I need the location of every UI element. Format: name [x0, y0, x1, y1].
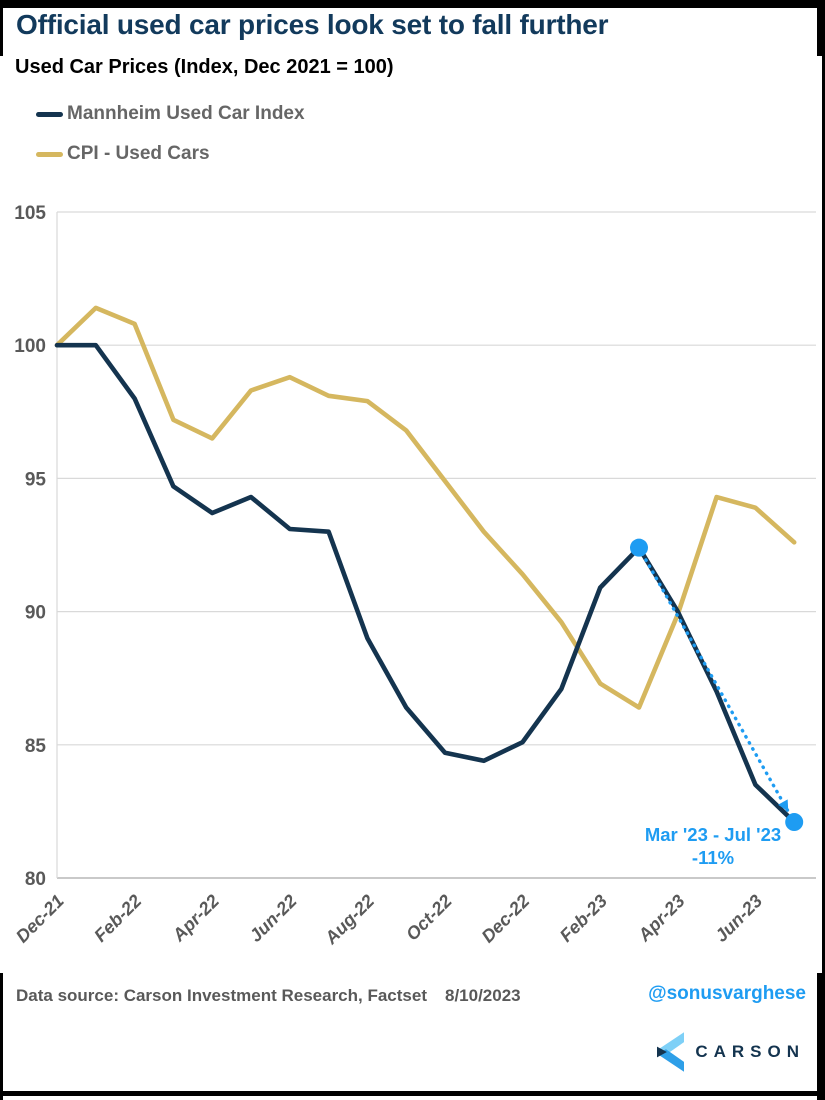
frame-left-bottom: [0, 973, 3, 1100]
svg-text:Mar '23 - Jul '23: Mar '23 - Jul '23: [645, 824, 781, 845]
legend-item-cpi: CPI - Used Cars: [36, 142, 305, 165]
cpi-line-swatch: [36, 151, 63, 157]
legend-label: CPI - Used Cars: [67, 142, 210, 164]
svg-text:95: 95: [25, 469, 47, 490]
svg-text:Jun-23: Jun-23: [711, 891, 766, 946]
svg-text:Dec-22: Dec-22: [478, 891, 534, 947]
legend-label: Mannheim Used Car Index: [67, 103, 305, 124]
svg-text:Oct-22: Oct-22: [402, 891, 456, 945]
legend: Mannheim Used Car Index CPI - Used Cars: [36, 103, 305, 165]
data-source-text: Data source: Carson Investment Research,…: [16, 986, 427, 1005]
svg-text:100: 100: [14, 336, 46, 357]
frame-left-top: [0, 8, 3, 56]
carson-logo-icon: [657, 1032, 685, 1072]
svg-text:Feb-22: Feb-22: [90, 891, 145, 946]
svg-text:105: 105: [14, 203, 46, 224]
svg-text:Aug-22: Aug-22: [320, 891, 378, 949]
svg-text:Apr-22: Apr-22: [168, 891, 223, 946]
svg-text:Jun-22: Jun-22: [245, 891, 300, 946]
svg-text:Dec-21: Dec-21: [12, 891, 68, 947]
svg-text:Feb-23: Feb-23: [556, 891, 611, 946]
frame-right-mid: [822, 56, 825, 973]
legend-item-mannheim: Mannheim Used Car Index: [36, 103, 305, 125]
svg-text:Apr-23: Apr-23: [633, 891, 688, 946]
page-title: Official used car prices look set to fal…: [16, 9, 609, 40]
frame-right-bottom-block: [817, 973, 825, 1100]
svg-text:90: 90: [25, 603, 46, 624]
twitter-handle: @sonusvarghese: [648, 983, 806, 1004]
frame-top-bar: [0, 0, 825, 8]
svg-text:-11%: -11%: [692, 847, 734, 868]
data-source: Data source: Carson Investment Research,…: [16, 986, 521, 1006]
carson-logo-text: CARSON: [695, 1042, 805, 1061]
frame-bottom-bar: [0, 1091, 825, 1096]
frame-right-top-block: [817, 0, 825, 56]
chart-subtitle: Used Car Prices (Index, Dec 2021 = 100): [15, 56, 394, 78]
svg-text:80: 80: [25, 869, 46, 890]
mannheim-line-swatch: [36, 111, 63, 117]
carson-logo: CARSON: [657, 1032, 805, 1072]
svg-text:85: 85: [25, 736, 47, 757]
data-source-date: 8/10/2023: [445, 986, 521, 1005]
